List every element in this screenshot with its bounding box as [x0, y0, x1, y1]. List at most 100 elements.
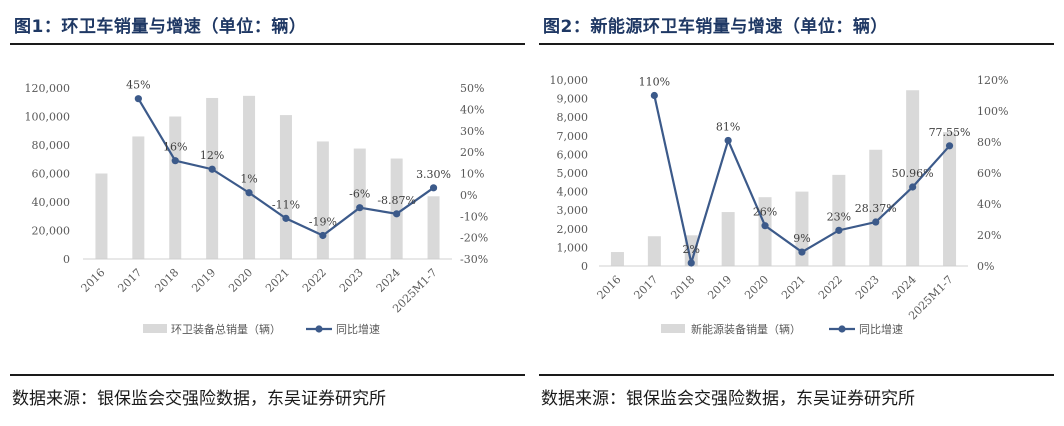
growth-data-label: 45% — [126, 79, 150, 92]
x-tick-label: 2023 — [337, 266, 366, 295]
right-tick-label: -20% — [460, 232, 488, 245]
growth-data-label: 2% — [683, 243, 700, 256]
bar-2016 — [95, 173, 108, 259]
bar-2025M1-7 — [943, 132, 957, 266]
left-tick-label: 0 — [581, 260, 588, 273]
growth-data-label: 23% — [827, 210, 851, 223]
left-tick-label: 1,000 — [557, 241, 589, 254]
left-tick-label: 60,000 — [32, 168, 71, 181]
x-tick-label: 2023 — [853, 273, 882, 302]
x-tick-label: 2017 — [115, 266, 144, 295]
right-tick-label: 40% — [977, 198, 1001, 211]
left-tick-label: 2,000 — [557, 223, 589, 236]
left-tick-label: 7,000 — [557, 130, 589, 143]
right-tick-label: 20% — [977, 229, 1001, 242]
legend-bar-label: 环卫装备总销量（辆） — [171, 322, 281, 336]
chart-title: 图1：环卫车销量与增速（单位：辆） — [14, 17, 307, 37]
bar-2021 — [795, 191, 809, 266]
bar-2020 — [243, 95, 256, 260]
growth-data-label: -19% — [309, 215, 337, 228]
title-rule — [10, 43, 525, 45]
legend-line-marker — [315, 325, 323, 333]
left-tick-label: 9,000 — [557, 93, 589, 106]
right-tick-label: 100% — [977, 105, 1008, 118]
left-tick-label: 5,000 — [557, 167, 589, 180]
x-tick-label: 2022 — [816, 273, 845, 302]
growth-point-2024 — [393, 210, 401, 218]
right-tick-label: -30% — [460, 253, 488, 266]
bar-2023 — [353, 148, 366, 259]
bar-2018 — [169, 116, 182, 259]
source-note: 数据来源：银保监会交强险数据，东吴证券研究所 — [541, 389, 915, 409]
right-tick-label: 30% — [460, 125, 484, 138]
source-rule — [10, 374, 525, 376]
growth-point-2020 — [761, 222, 769, 230]
right-tick-label: 50% — [460, 82, 484, 95]
left-tick-label: 20,000 — [32, 225, 71, 238]
growth-data-label: 16% — [163, 141, 187, 154]
left-tick-label: 0 — [63, 253, 70, 266]
x-tick-label: 2016 — [595, 273, 624, 302]
bar-2017 — [647, 236, 661, 266]
growth-data-label: -11% — [272, 198, 300, 211]
legend-bar-label: 新能源装备销量（辆） — [691, 322, 801, 336]
growth-data-label: -8.87% — [377, 194, 416, 207]
combo-chart-svg: 0 20,000 40,000 60,000 80,000 100,000 120,000 -… — [25, 79, 489, 336]
combo-chart-svg: 0 1,000 2,000 3,000 4,000 5,000 6,000 7,000 8,00… — [550, 74, 1009, 336]
right-tick-label: 120% — [977, 74, 1008, 87]
left-tick-label: 4,000 — [557, 186, 589, 199]
growth-point-2017 — [134, 95, 142, 103]
source-rule — [539, 374, 1054, 376]
right-tick-label: 60% — [977, 167, 1001, 180]
growth-data-label: 28.37% — [855, 202, 897, 215]
growth-data-label: 9% — [793, 232, 810, 245]
growth-point-2025M1-7 — [945, 142, 954, 150]
bar-2021 — [279, 115, 292, 259]
growth-data-label: 1% — [240, 173, 257, 186]
legend-line-marker — [838, 325, 846, 333]
bar-2016 — [610, 252, 624, 266]
x-tick-label: 2024 — [374, 266, 403, 295]
growth-point-2025M1-7 — [429, 184, 438, 192]
legend-line-label: 同比增速 — [859, 322, 903, 336]
chart-panel-2: 图2：新能源环卫车销量与增速（单位：辆） 0 1,000 2,000 3,000 4,0… — [539, 0, 1054, 426]
bar-2024 — [906, 90, 920, 266]
growth-point-2023 — [872, 218, 880, 226]
growth-data-label: 50.96% — [892, 167, 934, 180]
legend-line-label: 同比增速 — [336, 322, 380, 336]
left-tick-label: 100,000 — [25, 111, 71, 124]
right-tick-label: 40% — [460, 103, 484, 116]
bar-2017 — [132, 136, 145, 259]
growth-point-2020 — [245, 189, 253, 197]
bar-2025M1-7 — [427, 196, 440, 259]
growth-point-2024 — [909, 183, 917, 191]
growth-data-label: 81% — [716, 120, 740, 133]
right-tick-label: 0% — [460, 189, 477, 202]
chart-area: 0 1,000 2,000 3,000 4,000 5,000 6,000 7,000 8,00… — [539, 44, 1054, 372]
left-tick-label: 120,000 — [25, 82, 71, 95]
title-rule — [539, 43, 1054, 45]
x-tick-label: 2018 — [152, 266, 181, 295]
x-tick-label: 2019 — [705, 273, 734, 302]
chart-title: 图2：新能源环卫车销量与增速（单位：辆） — [543, 17, 888, 37]
legend-bar-swatch — [661, 324, 685, 333]
bar-2024 — [390, 158, 403, 259]
left-tick-label: 3,000 — [557, 204, 589, 217]
growth-data-label: 26% — [753, 206, 777, 219]
bar-2022 — [316, 141, 329, 259]
right-tick-label: 20% — [460, 146, 484, 159]
bar-2018 — [684, 235, 698, 266]
bar-2019 — [721, 212, 735, 266]
chart-panel-1: 图1：环卫车销量与增速（单位：辆） 0 20,000 40,000 60,000 80,… — [10, 0, 525, 426]
x-tick-label: 2016 — [79, 266, 108, 295]
x-tick-label: 2017 — [631, 273, 660, 302]
left-tick-label: 10,000 — [550, 74, 589, 87]
bar-2020 — [758, 197, 772, 266]
bar-2019 — [206, 97, 219, 259]
right-tick-label: 10% — [460, 168, 484, 181]
growth-point-2021 — [282, 214, 290, 222]
growth-point-2019 — [208, 165, 216, 173]
growth-data-label: 77.55% — [929, 126, 971, 139]
left-tick-label: 80,000 — [32, 139, 71, 152]
growth-point-2022 — [835, 226, 843, 234]
